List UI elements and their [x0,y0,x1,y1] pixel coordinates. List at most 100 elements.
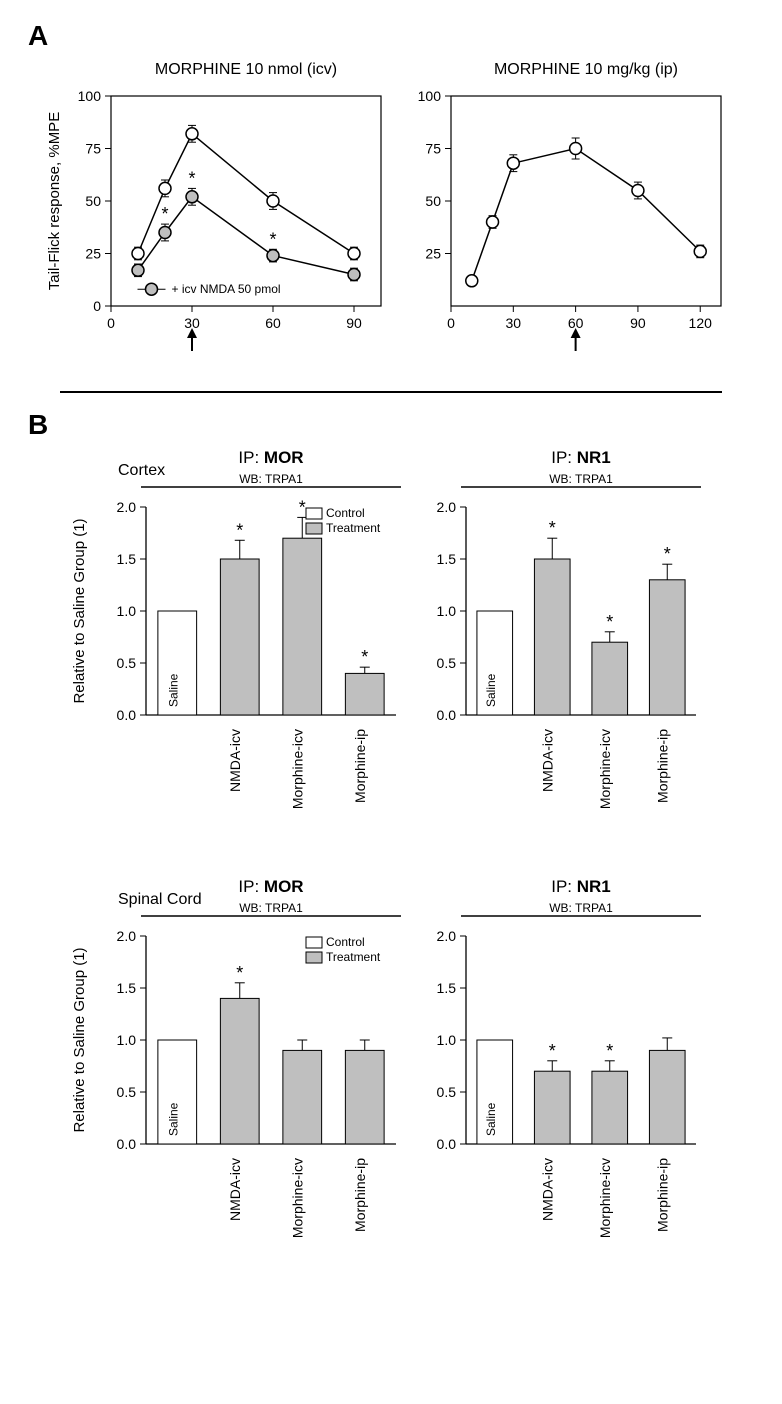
panel-b-label: B [28,409,762,441]
wb-label: WB: TRPA1 [549,472,613,486]
bar-treatment [592,1071,628,1144]
series-line [472,149,700,281]
bar-saline-label: Saline [484,673,498,707]
x-tick-label: 30 [506,315,522,331]
data-marker [267,250,279,262]
bar-treatment [345,673,384,715]
significance-marker: * [606,612,613,632]
bar-saline-label: Saline [166,673,180,707]
y-tick-label: 25 [85,246,101,262]
significance-marker: * [606,1041,613,1061]
x-category-label: Morphine-ip [654,1158,670,1232]
significance-marker: * [236,963,243,983]
significance-marker: * [299,497,306,517]
y-tick-label: 0.5 [117,1084,137,1100]
x-category-label: NMDA-icv [227,1158,243,1221]
x-category-label: Morphine-ip [654,729,670,803]
y-tick-label: 0.5 [437,1084,457,1100]
x-category-label: NMDA-icv [539,1158,555,1221]
x-category-label: Morphine-icv [597,729,613,809]
y-tick-label: 1.0 [437,603,457,619]
y-tick-label: 1.0 [117,603,137,619]
y-tick-label: 1.5 [117,551,137,567]
panel-divider [60,391,722,393]
x-category-label: NMDA-icv [227,729,243,792]
significance-marker: * [549,1041,556,1061]
legend-control: Control [326,935,365,949]
data-marker [132,264,144,276]
bar-saline-label: Saline [166,1102,180,1136]
data-marker [466,275,478,287]
x-category-label: Morphine-ip [352,1158,368,1232]
significance-marker: * [188,168,195,188]
x-tick-label: 0 [447,315,455,331]
legend-marker [146,283,158,295]
chart-title: MORPHINE 10 mg/kg (ip) [494,61,678,78]
y-tick-label: 0 [93,298,101,314]
region-label: Cortex [118,462,165,479]
x-category-label: Morphine-icv [597,1158,613,1238]
y-tick-label: 2.0 [437,928,457,944]
legend-swatch [306,508,322,519]
y-tick-label: 0.0 [437,707,457,723]
x-category-label: Morphine-icv [289,729,305,809]
ip-label: IP: NR1 [551,448,611,467]
x-tick-label: 90 [346,315,362,331]
panel-a-right-chart: MORPHINE 10 mg/kg (ip)255075100030609012… [411,56,741,371]
significance-marker: * [236,520,243,540]
bar-treatment [220,559,259,715]
data-marker [186,128,198,140]
bar-treatment [649,1050,685,1144]
ip-label: IP: MOR [238,448,303,467]
significance-marker: * [664,544,671,564]
spinal-nr1-chart: IP: NR1WB: TRPA10.00.51.01.52.0Saline**N… [416,874,716,1279]
bar-treatment [220,998,259,1144]
y-tick-label: 2.0 [117,499,137,515]
bar-treatment [283,538,322,715]
cortex-mor-chart: Cortex IP: MOR WB: TRPA1 0.0 0.5 1.0 1.5 2.0 Rel… [66,445,416,850]
ip-label: IP: MOR [238,877,303,896]
significance-marker: * [549,518,556,538]
data-marker [159,182,171,194]
significance-marker: * [161,204,168,224]
x-tick-label: 60 [265,315,281,331]
data-marker [267,195,279,207]
y-tick-label: 100 [78,88,102,104]
legend-swatch [306,952,322,963]
y-tick-label: 0.0 [117,707,137,723]
legend-treatment: Treatment [326,521,381,535]
wb-label: WB: TRPA1 [239,472,303,486]
ip-label: IP: NR1 [551,877,611,896]
y-tick-label: 100 [418,88,442,104]
data-marker [694,245,706,257]
y-axis-label: Tail-Flick response, %MPE [46,112,63,290]
legend-text: + icv NMDA 50 pmol [172,282,281,296]
bar-treatment [534,559,570,715]
y-tick-label: 50 [85,193,101,209]
x-tick-label: 120 [689,315,713,331]
y-tick-label: 1.5 [437,980,457,996]
data-marker [348,269,360,281]
panel-a-left-chart: MORPHINE 10 nmol (icv)02550751000306090T… [41,56,401,371]
y-tick-label: 75 [425,141,441,157]
spinal-mor-chart: Spinal CordIP: MORWB: TRPA10.00.51.01.52… [66,874,416,1279]
y-axis-label: Relative to Saline Group (1) [71,947,88,1132]
y-tick-label: 0.0 [437,1136,457,1152]
y-axis-label: Relative to Saline Group (1) [71,518,88,703]
y-tick-label: 1.0 [437,1032,457,1048]
y-tick-label: 1.5 [437,551,457,567]
y-tick-label: 2.0 [117,928,137,944]
data-marker [159,227,171,239]
x-category-label: Morphine-ip [352,729,368,803]
bar-treatment [283,1050,322,1144]
legend-swatch [306,523,322,534]
y-tick-label: 1.0 [117,1032,137,1048]
panel-a-label: A [28,20,762,52]
significance-marker: * [269,229,276,249]
x-category-label: NMDA-icv [539,729,555,792]
y-tick-label: 2.0 [437,499,457,515]
legend-treatment: Treatment [326,950,381,964]
data-marker [507,157,519,169]
legend-swatch [306,937,322,948]
y-tick-label: 0.5 [117,655,137,671]
